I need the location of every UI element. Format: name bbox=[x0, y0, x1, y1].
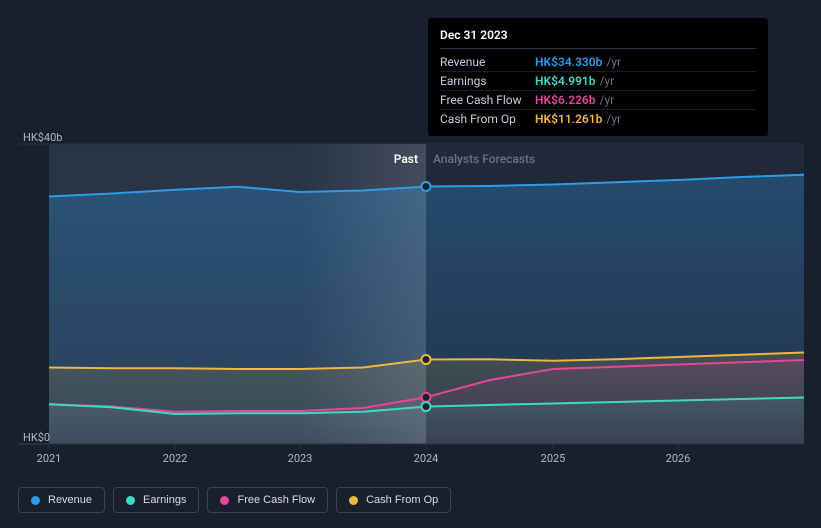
tooltip-unit: /yr bbox=[600, 93, 615, 107]
legend-label: Cash From Op bbox=[366, 494, 438, 506]
tooltip-metric-value: HK$6.226b bbox=[535, 93, 596, 107]
legend-dot-icon bbox=[31, 496, 40, 505]
chart-legend: Revenue Earnings Free Cash Flow Cash From O… bbox=[18, 487, 451, 513]
tooltip-unit: /yr bbox=[606, 112, 621, 126]
legend-dot-icon bbox=[349, 496, 358, 505]
tooltip-row: Cash From OpHK$11.261b/yr bbox=[440, 110, 756, 128]
legend-item-earnings[interactable]: Earnings bbox=[113, 487, 199, 513]
legend-label: Revenue bbox=[48, 494, 92, 506]
tooltip-date: Dec 31 2023 bbox=[440, 28, 756, 49]
tooltip-metric-value: HK$11.261b bbox=[535, 112, 602, 126]
tooltip-metric-value: HK$4.991b bbox=[535, 74, 596, 88]
legend-label: Free Cash Flow bbox=[237, 494, 315, 506]
tooltip-row: Free Cash FlowHK$6.226b/yr bbox=[440, 91, 756, 110]
tooltip-unit: /yr bbox=[606, 55, 621, 69]
legend-dot-icon bbox=[220, 496, 229, 505]
legend-dot-icon bbox=[126, 496, 135, 505]
tooltip-unit: /yr bbox=[600, 74, 615, 88]
tooltip-metric-label: Free Cash Flow bbox=[440, 93, 535, 107]
legend-label: Earnings bbox=[143, 494, 186, 506]
tooltip-metric-label: Cash From Op bbox=[440, 112, 535, 126]
chart-tooltip: Dec 31 2023 RevenueHK$34.330b/yrEarnings… bbox=[428, 18, 768, 136]
legend-item-free-cash-flow[interactable]: Free Cash Flow bbox=[207, 487, 328, 513]
tooltip-metric-value: HK$34.330b bbox=[535, 55, 602, 69]
tooltip-row: RevenueHK$34.330b/yr bbox=[440, 53, 756, 72]
tooltip-row: EarningsHK$4.991b/yr bbox=[440, 72, 756, 91]
tooltip-metric-label: Revenue bbox=[440, 55, 535, 69]
legend-item-revenue[interactable]: Revenue bbox=[18, 487, 105, 513]
tooltip-metric-label: Earnings bbox=[440, 74, 535, 88]
legend-item-cash-from-op[interactable]: Cash From Op bbox=[336, 487, 451, 513]
